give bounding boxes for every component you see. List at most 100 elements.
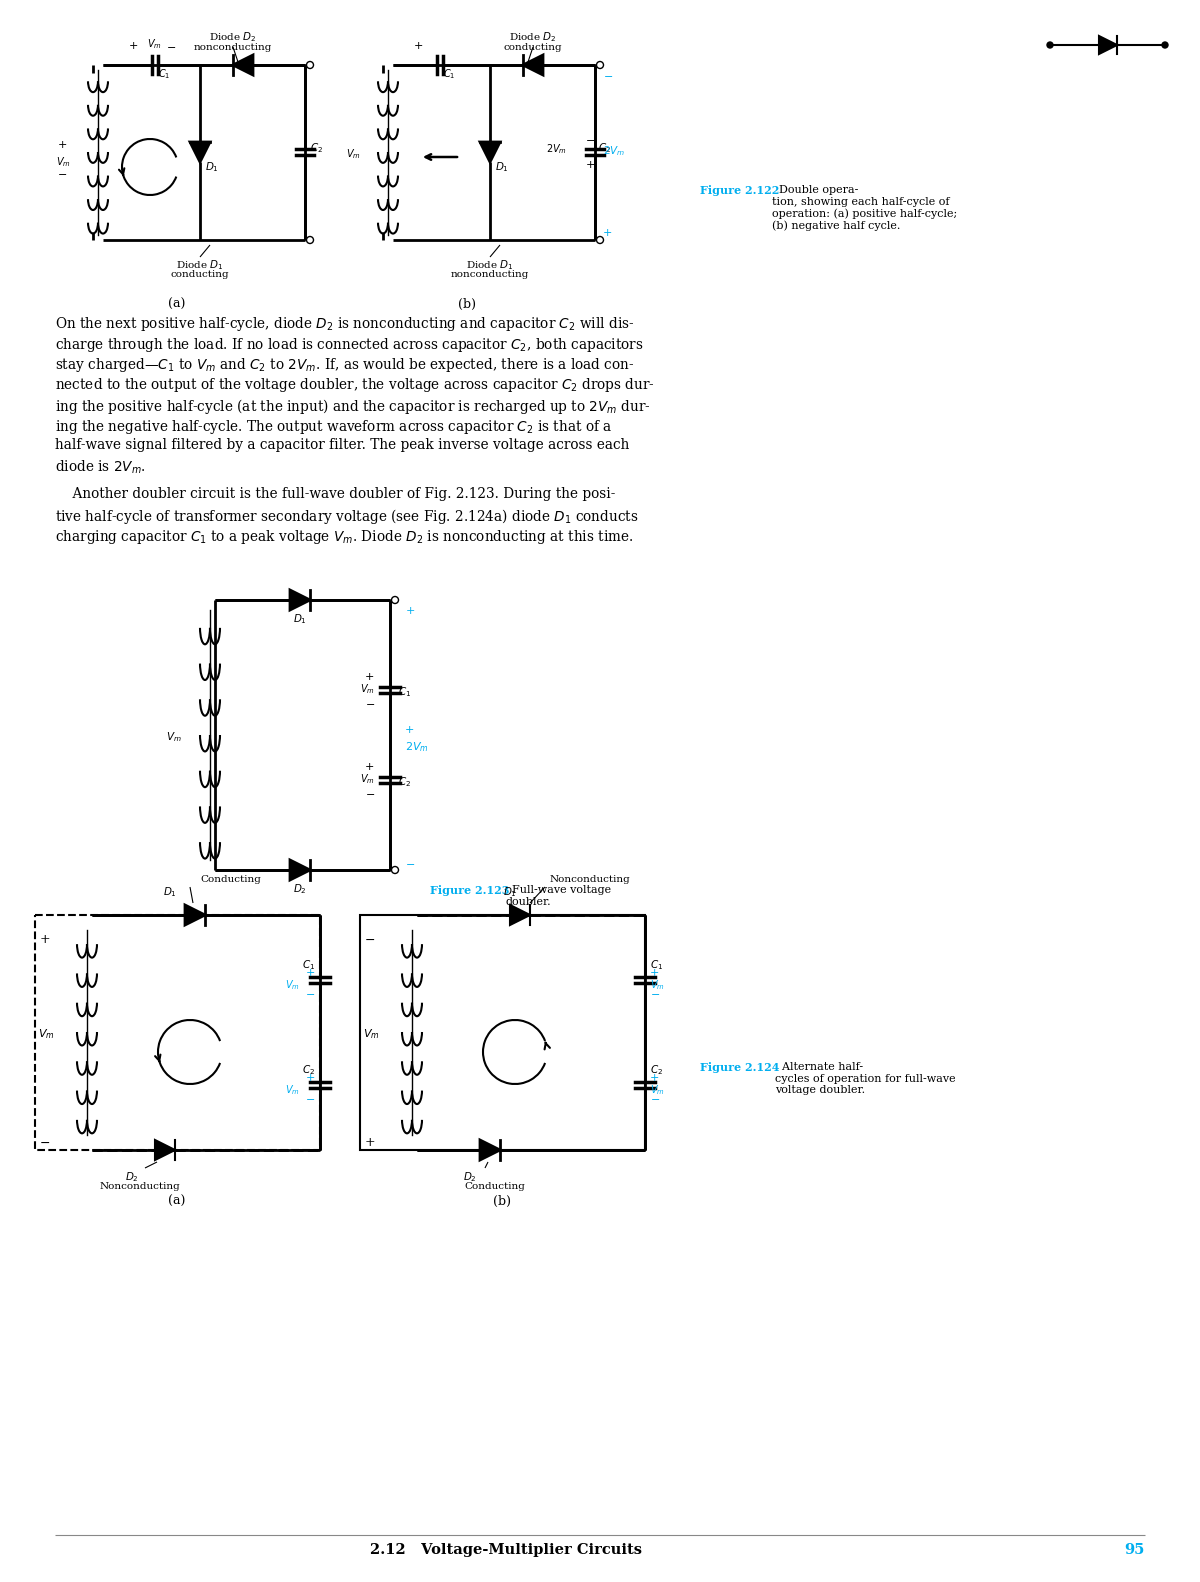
Text: $V_m$: $V_m$ [650, 1084, 665, 1096]
Text: $C_1$: $C_1$ [443, 66, 456, 81]
Circle shape [1162, 43, 1168, 47]
Text: $V_m$: $V_m$ [360, 772, 374, 786]
Text: ing the negative half-cycle. The output waveform across capacitor $C_2$ is that : ing the negative half-cycle. The output … [55, 418, 612, 435]
Text: $-$: $-$ [584, 134, 595, 144]
Text: nected to the output of the voltage doubler, the voltage across capacitor $C_2$ : nected to the output of the voltage doub… [55, 377, 655, 394]
Circle shape [596, 62, 604, 68]
Text: tive half-cycle of transformer secondary voltage (see Fig. 2.124a) diode $D_1$ c: tive half-cycle of transformer secondary… [55, 508, 638, 527]
Text: $D_2$: $D_2$ [463, 1171, 476, 1183]
Polygon shape [523, 55, 542, 74]
Text: $C_1$: $C_1$ [158, 66, 170, 81]
Text: Conducting: Conducting [464, 1182, 526, 1191]
Polygon shape [290, 861, 310, 880]
Text: $-$: $-$ [365, 788, 376, 797]
Text: $C_2$: $C_2$ [650, 1063, 664, 1077]
Text: $-$: $-$ [365, 698, 376, 709]
Text: $C_1$: $C_1$ [650, 959, 664, 971]
Polygon shape [480, 142, 500, 161]
Polygon shape [155, 1141, 175, 1160]
Polygon shape [480, 1141, 500, 1160]
Text: Double opera-
tion, showing each half-cycle of
operation: (a) positive half-cycl: Double opera- tion, showing each half-cy… [772, 185, 958, 231]
Text: $C_2$: $C_2$ [310, 141, 323, 155]
Text: $C_1$: $C_1$ [398, 685, 412, 699]
Text: +: + [365, 1136, 376, 1149]
Text: +: + [306, 1073, 314, 1084]
Text: (b): (b) [458, 297, 476, 312]
Text: $D_2$: $D_2$ [125, 1171, 139, 1183]
Text: $-$: $-$ [166, 41, 176, 51]
Text: $V_m$: $V_m$ [364, 1027, 380, 1041]
Text: $D_1$: $D_1$ [163, 884, 178, 899]
Text: $V_m$: $V_m$ [167, 729, 182, 744]
Text: $-$: $-$ [406, 857, 415, 869]
Text: $D_1$: $D_1$ [293, 612, 307, 626]
Text: $C_2$: $C_2$ [302, 1063, 314, 1077]
Text: nonconducting: nonconducting [451, 271, 529, 278]
Text: $-$: $-$ [604, 70, 613, 81]
Text: Figure 2.122: Figure 2.122 [700, 185, 779, 196]
Text: On the next positive half-cycle, diode $D_2$ is nonconducting and capacitor $C_2: On the next positive half-cycle, diode $… [55, 315, 635, 332]
Text: $D_2$: $D_2$ [293, 883, 307, 895]
Text: $-$: $-$ [650, 989, 660, 998]
Polygon shape [185, 905, 205, 925]
Text: +: + [40, 933, 50, 946]
Text: +: + [406, 725, 414, 736]
Polygon shape [190, 142, 210, 161]
Circle shape [391, 596, 398, 603]
Circle shape [1046, 43, 1054, 47]
Text: $-$: $-$ [305, 1093, 314, 1103]
Text: charging capacitor $C_1$ to a peak voltage $V_m$. Diode $D_2$ is nonconducting a: charging capacitor $C_1$ to a peak volta… [55, 528, 634, 546]
Circle shape [596, 236, 604, 244]
Text: $-$: $-$ [305, 989, 314, 998]
Text: +: + [365, 672, 374, 682]
Bar [360, 914, 646, 1150]
Text: +: + [128, 41, 138, 51]
Text: $V_m$: $V_m$ [148, 38, 162, 51]
Text: Another doubler circuit is the full-wave doubler of Fig. 2.123. During the posi-: Another doubler circuit is the full-wave… [55, 487, 616, 501]
Text: Diode $D_1$: Diode $D_1$ [466, 258, 514, 272]
Text: stay charged—$C_1$ to $V_m$ and $C_2$ to $2V_m$. If, as would be expected, there: stay charged—$C_1$ to $V_m$ and $C_2$ to… [55, 356, 635, 373]
Text: (a): (a) [168, 297, 186, 312]
Text: Nonconducting: Nonconducting [100, 1182, 180, 1191]
Text: $-$: $-$ [56, 168, 67, 179]
Text: nonconducting: nonconducting [194, 43, 272, 52]
Text: conducting: conducting [170, 271, 229, 278]
Text: 95: 95 [1124, 1542, 1145, 1557]
Text: Diode $D_2$: Diode $D_2$ [509, 30, 557, 44]
Text: +: + [365, 763, 374, 772]
Text: (b): (b) [493, 1194, 511, 1209]
Text: $2V_m$: $2V_m$ [406, 740, 428, 753]
Text: charge through the load. If no load is connected across capacitor $C_2$, both ca: charge through the load. If no load is c… [55, 335, 643, 353]
Text: conducting: conducting [504, 43, 563, 52]
Text: +: + [650, 968, 659, 978]
Text: $D_1$: $D_1$ [503, 884, 517, 899]
Text: $V_m$: $V_m$ [38, 1027, 55, 1041]
Text: $C_1$: $C_1$ [301, 959, 314, 971]
Text: +: + [306, 968, 314, 978]
Circle shape [306, 236, 313, 244]
Text: Diode $D_2$: Diode $D_2$ [209, 30, 257, 44]
Text: $V_m$: $V_m$ [286, 978, 300, 992]
Text: $-$: $-$ [365, 933, 376, 946]
Text: $V_m$: $V_m$ [360, 682, 374, 696]
Text: half-wave signal filtered by a capacitor filter. The peak inverse voltage across: half-wave signal filtered by a capacitor… [55, 438, 629, 452]
Text: $D_1$: $D_1$ [205, 160, 218, 174]
Polygon shape [510, 905, 530, 925]
Text: Nonconducting: Nonconducting [550, 875, 631, 884]
Text: $-$: $-$ [650, 1093, 660, 1103]
Text: +: + [413, 41, 422, 51]
Text: Figure 2.123: Figure 2.123 [430, 884, 510, 895]
Text: $-$: $-$ [40, 1136, 50, 1149]
Polygon shape [233, 55, 253, 74]
Text: Conducting: Conducting [200, 875, 260, 884]
Text: 2.12   Voltage-Multiplier Circuits: 2.12 Voltage-Multiplier Circuits [370, 1542, 642, 1557]
Bar [35, 914, 320, 1150]
Text: $2V_m$: $2V_m$ [546, 142, 568, 155]
Text: Figure 2.124: Figure 2.124 [700, 1062, 780, 1073]
Circle shape [306, 62, 313, 68]
Text: $V_m$: $V_m$ [56, 155, 71, 169]
Text: +: + [604, 228, 612, 237]
Text: $C_2$: $C_2$ [398, 775, 412, 789]
Text: $V_m$: $V_m$ [650, 978, 665, 992]
Text: $+$: $+$ [406, 604, 415, 615]
